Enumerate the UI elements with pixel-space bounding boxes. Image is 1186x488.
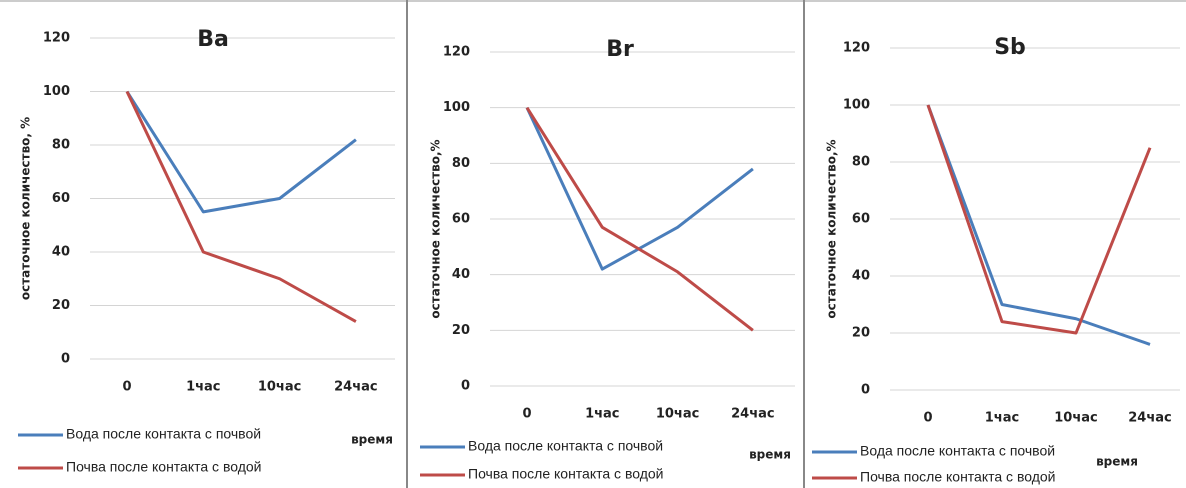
y-tick-label: 80 xyxy=(452,156,470,171)
legend-label: Вода после контакта с почвой xyxy=(66,426,261,442)
legend-label: Почва после контакта с водой xyxy=(860,469,1055,485)
y-tick-label: 80 xyxy=(852,155,870,170)
x-axis-label: время xyxy=(749,448,791,462)
x-tick-label: 0 xyxy=(923,411,932,426)
y-tick-label: 0 xyxy=(861,383,870,398)
y-axis-label: остаточное количество, % xyxy=(19,117,33,300)
legend-label: Вода после контакта с почвой xyxy=(860,443,1055,459)
y-tick-label: 120 xyxy=(443,45,470,60)
data-line xyxy=(125,90,357,214)
x-tick-label: 24час xyxy=(1128,411,1172,426)
y-axis-label: остаточное количество,% xyxy=(825,139,839,318)
x-tick-label: 24час xyxy=(731,407,775,422)
x-tick-label: 1час xyxy=(585,407,619,422)
legend-label: Почва после контакта с водой xyxy=(66,459,261,475)
y-tick-label: 20 xyxy=(852,326,870,341)
y-tick-label: 40 xyxy=(852,269,870,284)
y-tick-label: 120 xyxy=(843,41,870,56)
data-line xyxy=(125,90,357,323)
x-tick-label: 10час xyxy=(258,380,302,395)
x-tick-label: 0 xyxy=(522,407,531,422)
y-tick-label: 20 xyxy=(452,323,470,338)
x-tick-label: 10час xyxy=(656,407,700,422)
y-tick-label: 60 xyxy=(452,212,470,227)
y-tick-label: 20 xyxy=(52,298,70,313)
y-tick-label: 120 xyxy=(43,31,70,46)
x-tick-label: 10час xyxy=(1054,411,1098,426)
y-tick-label: 80 xyxy=(52,138,70,153)
x-tick-label: 1час xyxy=(985,411,1019,426)
y-tick-label: 0 xyxy=(461,379,470,394)
x-axis-label: время xyxy=(351,433,393,447)
y-tick-label: 40 xyxy=(452,267,470,282)
y-tick-label: 60 xyxy=(852,212,870,227)
data-line xyxy=(525,106,754,332)
chart-title: Sb xyxy=(994,35,1026,60)
legend-label: Вода после контакта с почвой xyxy=(468,438,663,454)
y-tick-label: 60 xyxy=(52,191,70,206)
x-tick-label: 0 xyxy=(122,380,131,395)
data-line xyxy=(926,104,1151,346)
y-tick-label: 100 xyxy=(843,98,870,113)
y-tick-label: 100 xyxy=(443,100,470,115)
chart-title: Ba xyxy=(197,27,229,52)
y-tick-label: 40 xyxy=(52,245,70,260)
y-tick-label: 0 xyxy=(61,352,70,367)
data-line xyxy=(926,104,1152,335)
x-axis-label: время xyxy=(1096,455,1138,469)
x-tick-label: 1час xyxy=(186,380,220,395)
y-tick-label: 100 xyxy=(43,84,70,99)
chart-title: Br xyxy=(606,37,634,62)
legend-label: Почва после контакта с водой xyxy=(468,466,663,482)
y-axis-label: остаточное количество,% xyxy=(429,139,443,318)
x-tick-label: 24час xyxy=(334,380,378,395)
